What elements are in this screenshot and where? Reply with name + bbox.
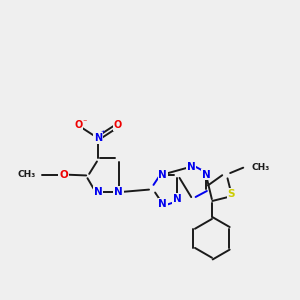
Text: O: O xyxy=(113,121,122,130)
Text: O: O xyxy=(59,169,68,179)
Text: ⁺: ⁺ xyxy=(101,129,105,138)
Text: CH₃: CH₃ xyxy=(18,170,36,179)
Text: N: N xyxy=(202,169,210,179)
Text: N: N xyxy=(158,199,167,209)
Text: ⁻: ⁻ xyxy=(82,117,86,126)
Text: O: O xyxy=(74,121,82,130)
Text: N: N xyxy=(94,133,102,143)
Text: CH₃: CH₃ xyxy=(251,163,269,172)
Text: N: N xyxy=(94,187,102,197)
Text: S: S xyxy=(228,189,235,199)
Text: N: N xyxy=(173,194,182,204)
Text: N: N xyxy=(158,169,167,179)
Text: N: N xyxy=(114,187,123,197)
Text: N: N xyxy=(187,162,196,172)
